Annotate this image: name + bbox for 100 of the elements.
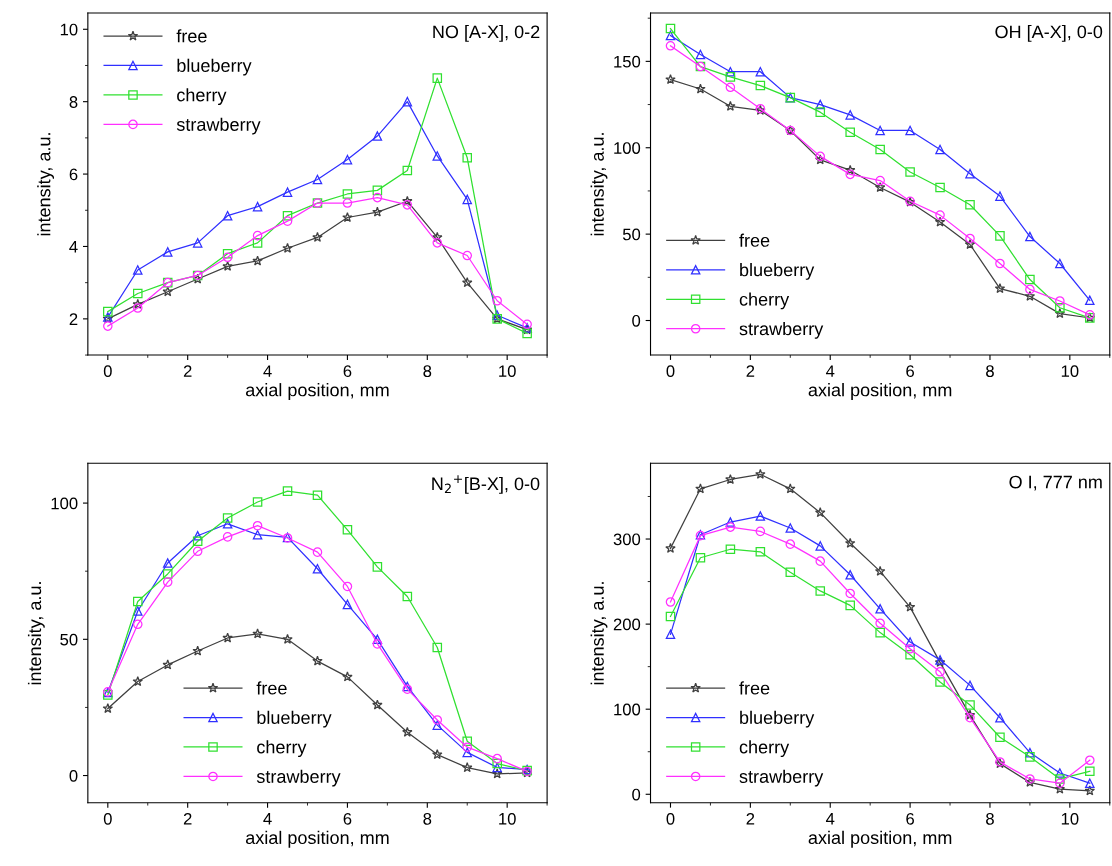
x-tick-label: 10 bbox=[499, 812, 516, 825]
point bbox=[252, 529, 263, 540]
point bbox=[192, 546, 203, 557]
point bbox=[845, 569, 855, 580]
x-tick-label: 4 bbox=[825, 813, 835, 825]
point bbox=[282, 210, 293, 221]
point bbox=[905, 125, 915, 136]
point bbox=[222, 632, 233, 643]
point bbox=[432, 151, 443, 161]
point bbox=[222, 519, 233, 529]
point bbox=[462, 747, 473, 758]
point bbox=[845, 110, 855, 120]
point bbox=[342, 189, 353, 199]
point bbox=[1055, 778, 1065, 789]
y-tick-label: 6 bbox=[69, 168, 78, 181]
point bbox=[432, 73, 443, 83]
point bbox=[402, 591, 413, 602]
y-tick-label: 0 bbox=[632, 788, 641, 801]
point bbox=[935, 182, 945, 193]
point bbox=[342, 671, 353, 682]
point bbox=[875, 175, 885, 186]
point bbox=[402, 165, 413, 176]
legend-label: strawberry bbox=[256, 769, 341, 787]
point bbox=[815, 107, 826, 117]
point bbox=[312, 563, 323, 574]
point bbox=[755, 80, 766, 91]
point bbox=[965, 199, 975, 210]
point bbox=[222, 252, 233, 263]
point bbox=[845, 588, 855, 599]
y-tick-label: 300 bbox=[613, 533, 641, 546]
text: NO [A-X], 0-2 bbox=[433, 24, 540, 42]
point bbox=[432, 642, 443, 653]
point bbox=[904, 601, 916, 612]
point bbox=[192, 530, 203, 541]
point bbox=[132, 303, 143, 313]
point bbox=[132, 606, 143, 616]
point bbox=[492, 295, 502, 306]
point bbox=[252, 497, 263, 507]
point bbox=[1025, 747, 1035, 758]
legend-label: cherry bbox=[257, 740, 307, 758]
point bbox=[905, 167, 915, 177]
point bbox=[252, 628, 263, 639]
point bbox=[132, 298, 144, 309]
y-axis-title: intensity, a.u. bbox=[590, 582, 608, 685]
point bbox=[815, 586, 826, 596]
point bbox=[1085, 778, 1095, 789]
x-tick-label: 2 bbox=[183, 812, 192, 825]
legend-label: strawberry bbox=[739, 321, 824, 339]
point bbox=[492, 753, 502, 764]
y-tick-label: 150 bbox=[614, 55, 641, 68]
point bbox=[815, 541, 826, 551]
point bbox=[192, 238, 203, 248]
point bbox=[462, 250, 473, 261]
point bbox=[462, 736, 473, 746]
point bbox=[252, 201, 263, 212]
text: N$_{2}$$^{+}$[B-X], 0-0 bbox=[432, 475, 540, 494]
x-tick-label: 6 bbox=[906, 812, 914, 825]
point bbox=[1025, 231, 1035, 242]
point bbox=[492, 762, 502, 773]
point bbox=[785, 483, 796, 494]
y-tick-label: 50 bbox=[60, 633, 78, 646]
legend-label: free bbox=[739, 233, 770, 247]
y-tick-label: 100 bbox=[614, 142, 641, 154]
point bbox=[695, 49, 706, 60]
point bbox=[312, 547, 323, 557]
point bbox=[725, 66, 736, 77]
point bbox=[252, 238, 263, 248]
point bbox=[372, 639, 383, 649]
point bbox=[874, 565, 886, 576]
point bbox=[162, 247, 173, 257]
point bbox=[432, 749, 443, 760]
point bbox=[994, 283, 1006, 294]
point bbox=[461, 762, 473, 773]
point bbox=[372, 206, 383, 217]
point bbox=[725, 82, 736, 93]
point bbox=[1085, 766, 1095, 777]
point bbox=[342, 599, 353, 610]
legend-label: strawberry bbox=[739, 769, 824, 787]
point bbox=[282, 242, 293, 253]
y-axis-title: intensity, a.u. bbox=[590, 133, 608, 236]
point bbox=[1085, 295, 1095, 306]
point bbox=[755, 526, 766, 537]
point bbox=[935, 677, 945, 687]
y-tick-label: 2 bbox=[69, 313, 78, 325]
point bbox=[844, 164, 856, 175]
y-tick-label: 50 bbox=[622, 228, 641, 241]
point bbox=[461, 277, 473, 288]
x-tick-label: 0 bbox=[103, 812, 112, 825]
point bbox=[995, 732, 1005, 743]
y-tick-label: 200 bbox=[613, 618, 641, 631]
point bbox=[995, 258, 1005, 269]
point bbox=[905, 637, 915, 647]
point bbox=[312, 655, 323, 666]
point bbox=[312, 174, 323, 185]
point bbox=[995, 231, 1005, 241]
point bbox=[372, 185, 383, 196]
y-tick-label: 4 bbox=[69, 241, 78, 253]
point bbox=[875, 144, 885, 155]
point bbox=[845, 127, 855, 137]
x-tick-label: 10 bbox=[1061, 365, 1079, 378]
